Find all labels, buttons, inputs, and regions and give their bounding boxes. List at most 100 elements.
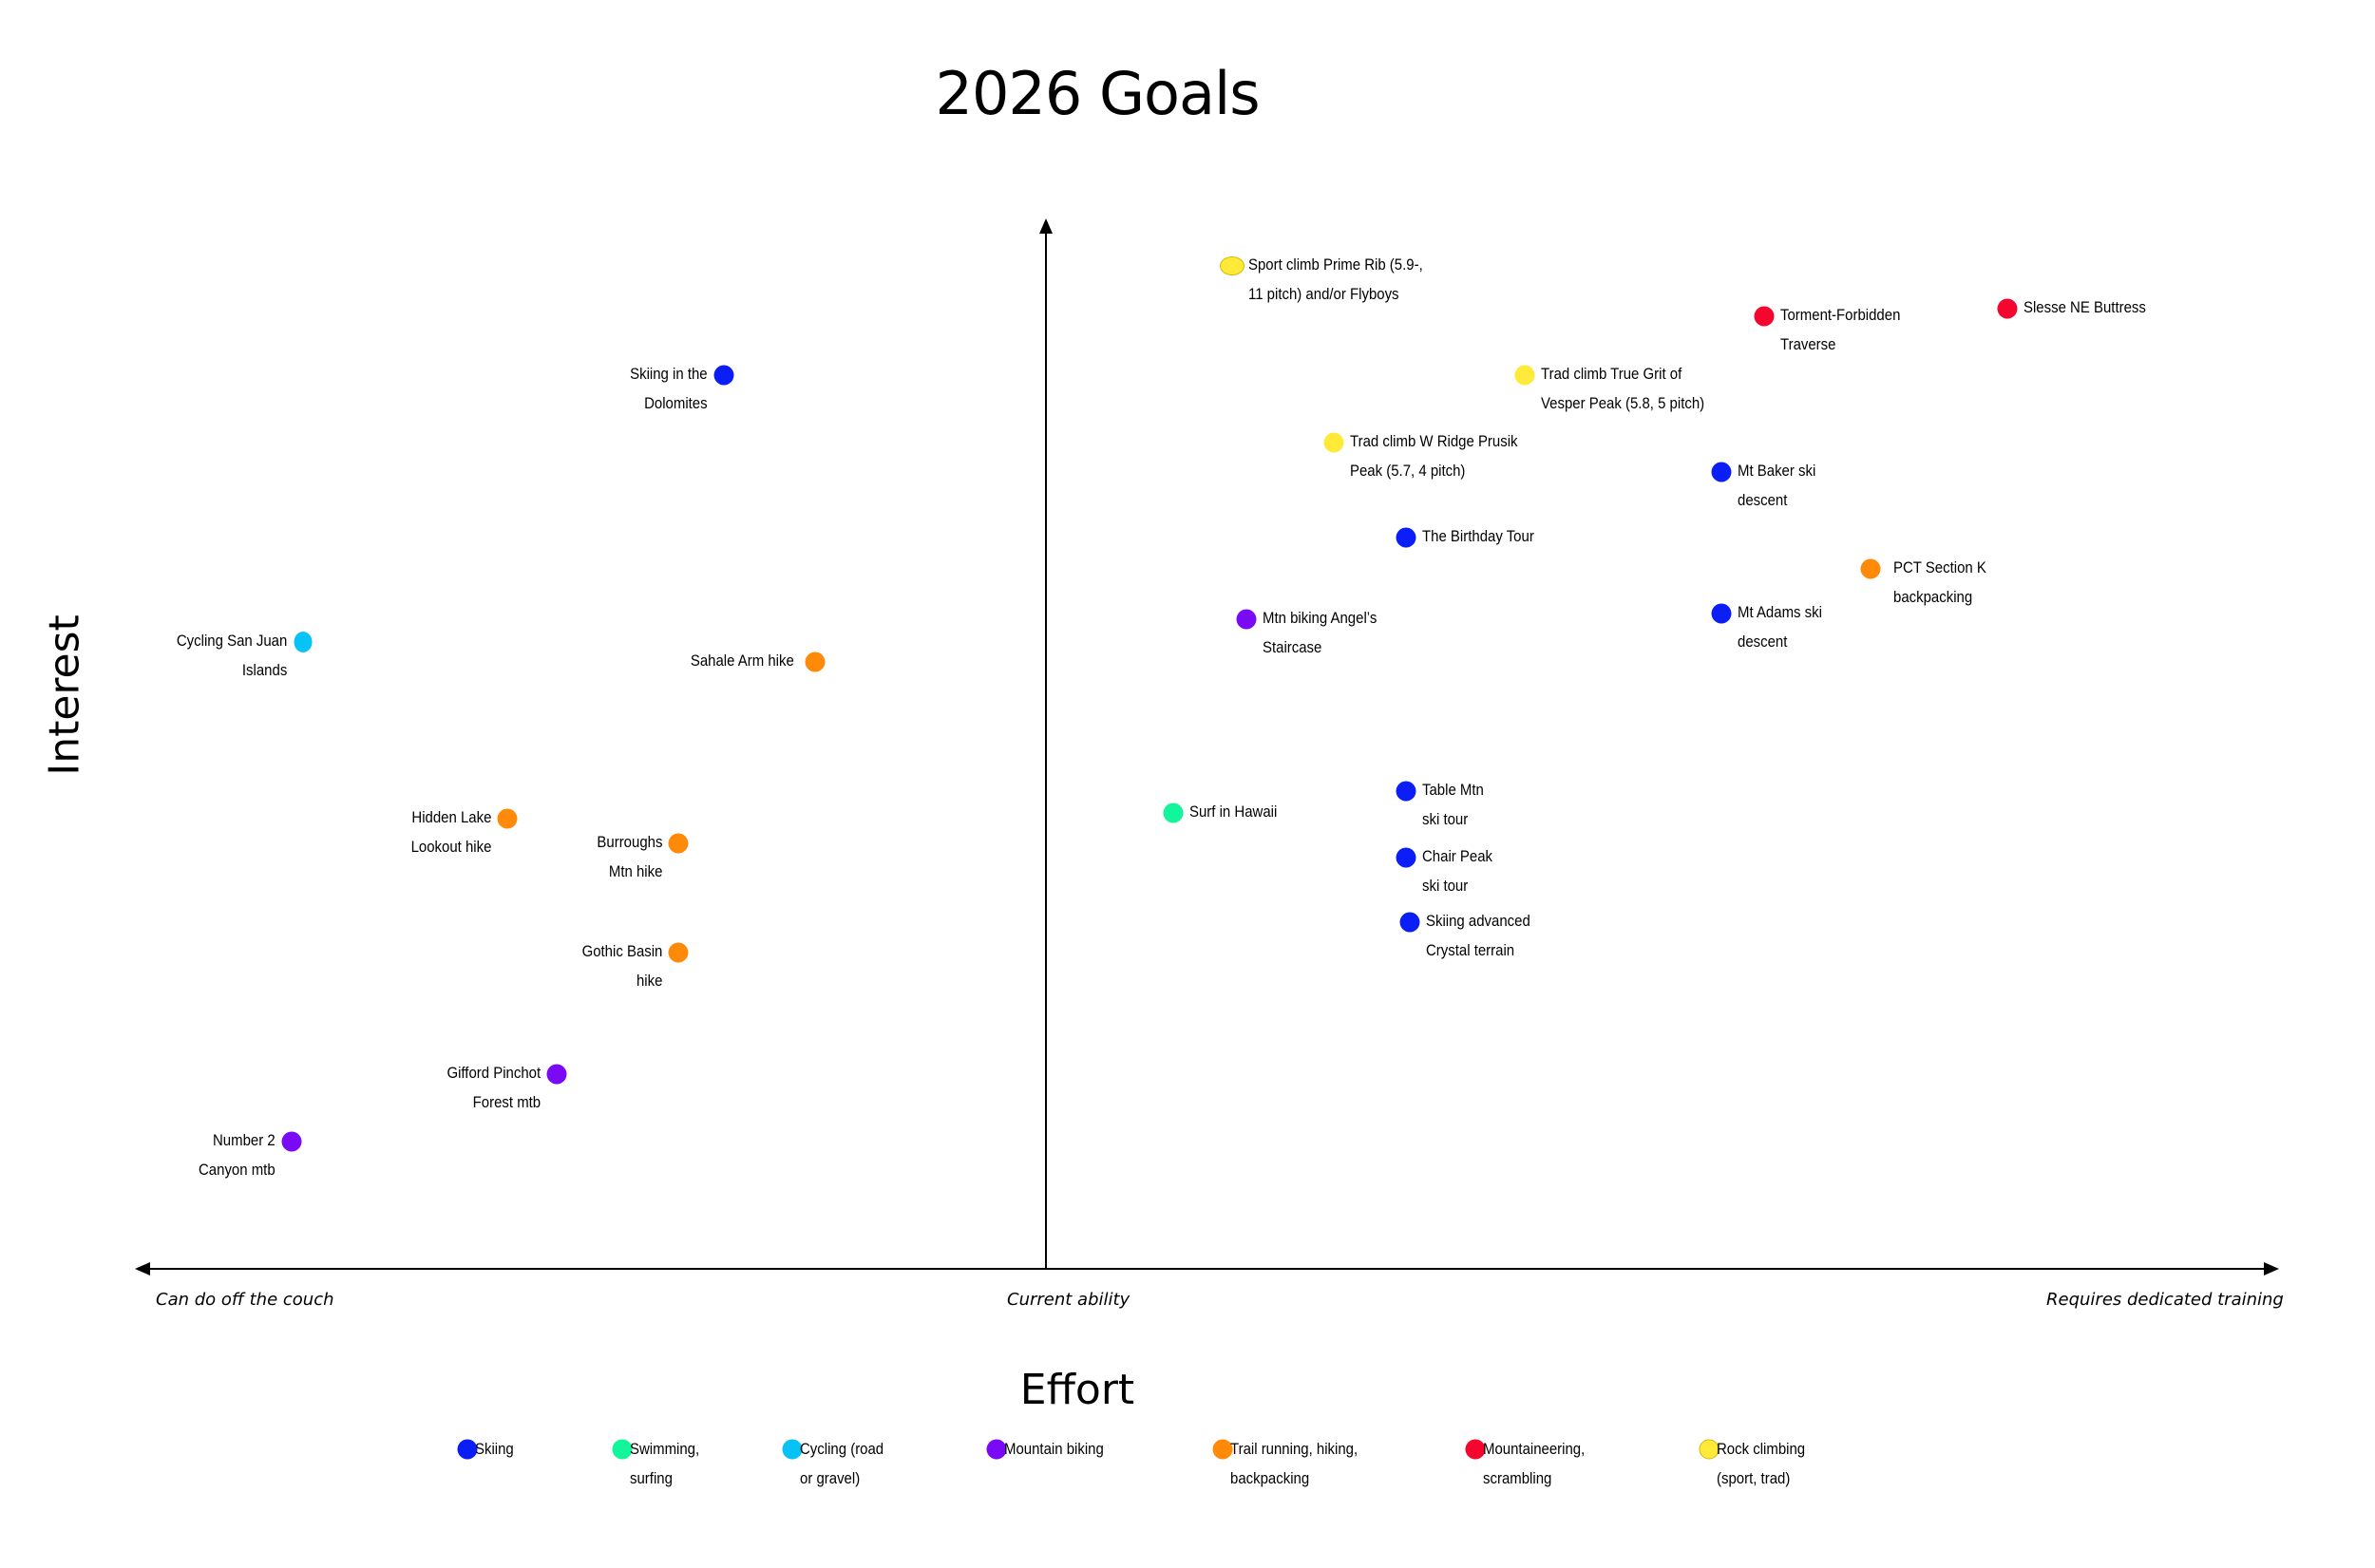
data-point-label: Mt Baker ski descent xyxy=(1738,456,1815,515)
legend-label-2: backpacking xyxy=(1230,1469,1310,1487)
marker-dot-icon xyxy=(294,632,313,652)
label-line-1: Burroughs xyxy=(596,833,662,851)
label-line-1: Cycling San Juan xyxy=(176,632,287,650)
y-axis-arrow-icon xyxy=(1039,218,1053,234)
data-point-label: Cycling San Juan Islands xyxy=(177,626,287,685)
marker-dot-icon xyxy=(805,652,826,672)
data-point-label: Gifford Pinchot Forest mtb xyxy=(446,1058,541,1117)
label-line-2: Islands xyxy=(241,661,287,679)
legend-label: Rock climbing xyxy=(1717,1440,1806,1458)
data-point-label: Trad climb W Ridge Prusik Peak (5.7, 4 pi… xyxy=(1350,426,1518,485)
legend-label: Swimming, xyxy=(630,1440,700,1458)
data-point-label: Burroughs Mtn hike xyxy=(597,827,662,886)
legend-label: Cycling (road xyxy=(800,1440,884,1458)
data-point-label: Surf in Hawaii xyxy=(1189,797,1277,826)
marker-dot-icon xyxy=(281,1131,302,1152)
label-line-2: Vesper Peak (5.8, 5 pitch) xyxy=(1541,394,1705,412)
data-point-label: Chair Peak ski tour xyxy=(1422,841,1492,900)
legend-label: Skiing xyxy=(475,1440,514,1458)
label-line-2: descent xyxy=(1738,633,1788,651)
label-line-2: Traverse xyxy=(1780,335,1836,353)
x-tick-right: Requires dedicated training xyxy=(2046,1290,2284,1310)
marker-dot-icon xyxy=(713,365,734,386)
marker-dot-icon xyxy=(1236,609,1257,630)
data-point-label: Hidden Lake Lookout hike xyxy=(410,803,491,861)
label-line-2: backpacking xyxy=(1893,588,1973,606)
marker-dot-icon xyxy=(1399,912,1420,933)
legend-swatch-icon xyxy=(457,1439,478,1460)
label-line-1: Sport climb Prime Rib (5.9-, xyxy=(1248,255,1423,274)
label-line-2: Peak (5.7, 4 pitch) xyxy=(1350,462,1466,480)
legend-label: Trail running, hiking, xyxy=(1230,1440,1358,1458)
marker-dot-icon xyxy=(1323,432,1344,453)
data-point-label: Sahale Arm hike xyxy=(691,646,794,675)
legend-swatch-icon xyxy=(1699,1439,1720,1460)
label-line-2: Dolomites xyxy=(644,394,708,412)
label-line-1: Sahale Arm hike xyxy=(691,652,794,670)
marker-dot-icon xyxy=(1220,256,1244,275)
label-line-1: Skiing advanced xyxy=(1426,912,1530,930)
label-line-2: Canyon mtb xyxy=(199,1161,276,1179)
data-point-label: Trad climb True Grit of Vesper Peak (5.8,… xyxy=(1541,359,1704,418)
label-line-2: Mtn hike xyxy=(608,862,662,880)
label-line-2: Forest mtb xyxy=(472,1093,542,1111)
label-line-2: ski tour xyxy=(1422,877,1469,895)
legend-swatch-icon xyxy=(782,1439,803,1460)
legend-label-2: surfing xyxy=(630,1469,673,1487)
data-point-label: Gothic Basin hike xyxy=(581,936,662,995)
label-line-1: Table Mtn xyxy=(1422,781,1484,799)
legend-swatch-icon xyxy=(612,1439,633,1460)
marker-dot-icon xyxy=(1396,781,1416,802)
chart-title: 2026 Goals xyxy=(935,59,1261,128)
x-tick-left: Can do off the couch xyxy=(156,1290,334,1310)
label-line-2: descent xyxy=(1738,491,1788,509)
x-tick-center: Current ability xyxy=(1007,1290,1130,1310)
legend-swatch-icon xyxy=(1212,1439,1233,1460)
legend-label-2: (sport, trad) xyxy=(1717,1469,1791,1487)
marker-dot-icon xyxy=(668,833,689,854)
label-line-1: Gothic Basin xyxy=(581,942,662,960)
label-line-1: Slesse NE Buttress xyxy=(2024,298,2146,316)
label-line-1: PCT Section K xyxy=(1893,558,1986,576)
marker-dot-icon xyxy=(1711,462,1732,482)
legend-label: Mountain biking xyxy=(1004,1440,1104,1458)
data-point-label: Torment-Forbidden Traverse xyxy=(1780,300,1900,359)
label-line-1: Trad climb W Ridge Prusik xyxy=(1350,432,1518,450)
marker-dot-icon xyxy=(546,1064,567,1085)
marker-dot-icon xyxy=(668,942,689,963)
x-axis-left-arrow-icon xyxy=(135,1262,150,1275)
data-point-label: Skiing advanced Crystal terrain xyxy=(1426,906,1530,965)
label-line-1: Surf in Hawaii xyxy=(1189,803,1278,821)
data-point-label: The Birthday Tour xyxy=(1422,521,1534,551)
data-point-label: Slesse NE Buttress xyxy=(2024,293,2146,322)
label-line-1: Mt Baker ski xyxy=(1738,462,1816,480)
data-point-label: Mtn biking Angel’s Staircase xyxy=(1263,603,1377,662)
label-line-1: Number 2 xyxy=(213,1131,276,1149)
data-point-label: Table Mtn ski tour xyxy=(1422,775,1484,834)
marker-dot-icon xyxy=(1754,306,1775,327)
x-axis-right-arrow-icon xyxy=(2264,1262,2279,1275)
data-point-label: Sport climb Prime Rib (5.9-, 11 pitch) an… xyxy=(1248,250,1423,309)
label-line-1: Mtn biking Angel’s xyxy=(1263,609,1378,627)
legend-label-2: scrambling xyxy=(1483,1469,1552,1487)
marker-dot-icon xyxy=(1711,603,1732,624)
marker-dot-icon xyxy=(1997,298,2018,319)
marker-dot-icon xyxy=(1163,803,1184,823)
marker-dot-icon xyxy=(1396,847,1416,868)
label-line-2: ski tour xyxy=(1422,810,1469,828)
label-line-1: Trad climb True Grit of xyxy=(1541,365,1682,383)
legend: Skiing Swimming, surfing Cycling (road or … xyxy=(0,1434,2375,1510)
label-line-1: Mt Adams ski xyxy=(1738,603,1822,621)
y-axis-label: Interest xyxy=(40,614,89,776)
label-line-1: Gifford Pinchot xyxy=(446,1064,541,1082)
label-line-1: Torment-Forbidden xyxy=(1780,306,1901,324)
legend-label-2: or gravel) xyxy=(800,1469,861,1487)
marker-dot-icon xyxy=(1514,365,1535,386)
label-line-1: Hidden Lake xyxy=(410,808,491,826)
label-line-2: Crystal terrain xyxy=(1426,941,1515,959)
x-axis-label: Effort xyxy=(1019,1366,1135,1414)
data-point-label: Number 2 Canyon mtb xyxy=(199,1125,276,1184)
label-line-1: Chair Peak xyxy=(1422,847,1493,865)
marker-dot-icon xyxy=(1396,527,1416,548)
